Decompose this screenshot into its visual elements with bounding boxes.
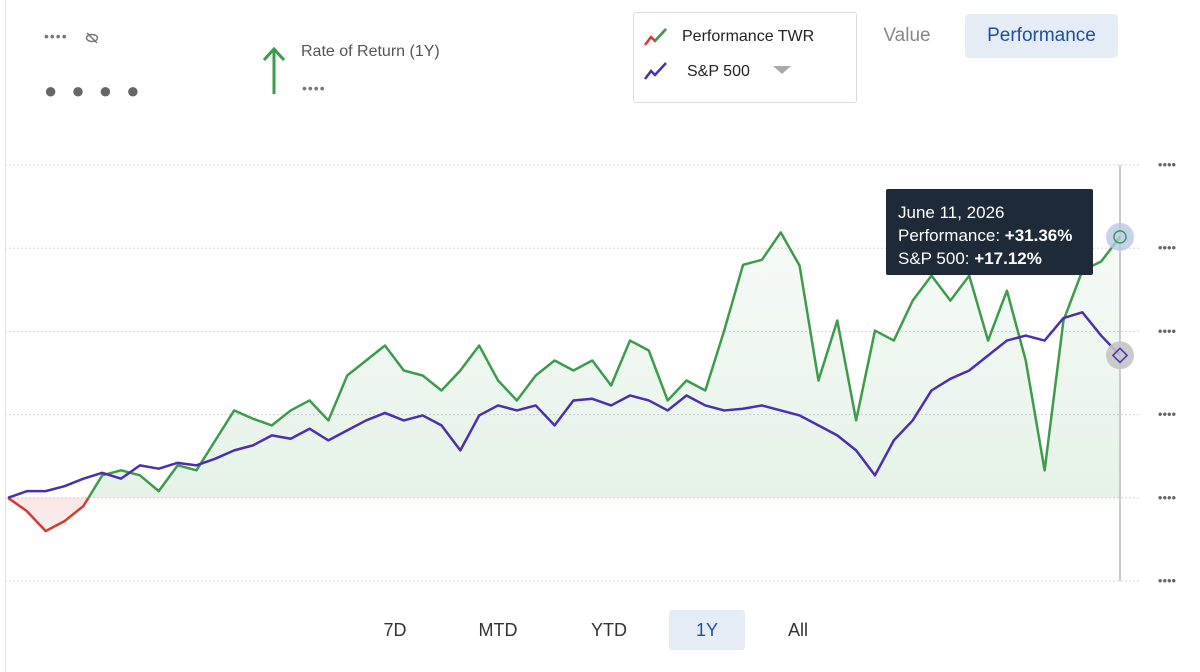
range-button[interactable]: 7D [383, 619, 407, 640]
hide-icon[interactable] [85, 31, 99, 45]
tooltip-value: +17.12% [974, 249, 1042, 268]
series-line [7, 231, 1121, 533]
legend: Performance TWR S&P 500 [633, 12, 857, 103]
tooltip-label: S&P 500: [898, 249, 970, 268]
masked-label: •••• [44, 28, 68, 44]
hover-point [1111, 347, 1129, 364]
y-tick-label: •••• [1158, 157, 1177, 172]
card-border [5, 0, 6, 672]
legend-icon [644, 28, 667, 46]
view-button-active[interactable]: Performance [965, 14, 1118, 58]
legend-label[interactable]: S&P 500 [687, 63, 750, 80]
view-button[interactable]: Value [883, 25, 931, 46]
tooltip-value: +31.36% [1004, 226, 1073, 245]
up-arrow [262, 46, 286, 94]
y-tick-label: •••• [1158, 323, 1177, 338]
tooltip-date: June 11, 2026 [898, 203, 1005, 222]
hover-point [1113, 230, 1127, 244]
range-button[interactable]: YTD [591, 619, 627, 640]
range-button[interactable]: All [787, 619, 808, 640]
tooltip-row: Performance: +31.36% [898, 224, 1093, 247]
tooltip-row: S&P 500: +17.12% [898, 247, 1093, 270]
range-button-active[interactable]: 1Y [669, 610, 745, 650]
hover-halo [1106, 222, 1134, 251]
y-tick-label: •••• [1158, 573, 1177, 588]
legend-label[interactable]: Performance TWR [682, 28, 815, 45]
y-tick-label: •••• [1158, 407, 1177, 422]
legend-icon [644, 62, 667, 80]
hover-halo [1106, 341, 1134, 370]
y-tick-label: •••• [1158, 240, 1177, 255]
tooltip-label: Performance: [898, 226, 1001, 245]
range-button[interactable]: MTD [478, 619, 518, 640]
return-label: Rate of Return (1Y) [301, 43, 440, 60]
dropdown-caret[interactable] [773, 66, 791, 76]
tooltip: June 11, 2026 Performance: +31.36% S&P 5… [886, 189, 1093, 275]
y-tick-label: •••• [1158, 490, 1177, 505]
masked-value: ● ● ● ● [44, 78, 144, 103]
series-line [7, 311, 1121, 499]
area-fill [8, 232, 1120, 532]
return-value: •••• [302, 80, 326, 96]
